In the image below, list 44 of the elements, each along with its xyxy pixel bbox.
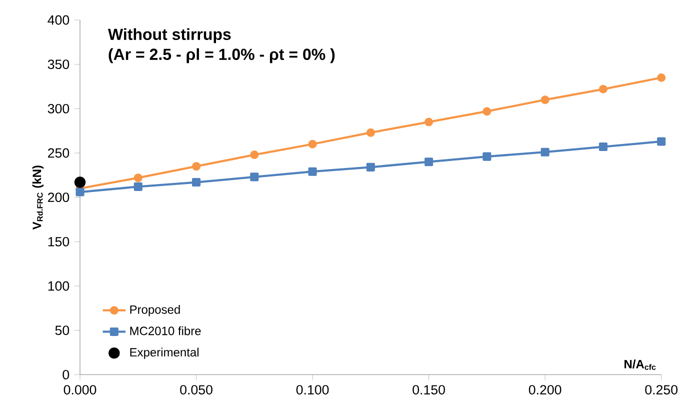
y-tick-label: 100 — [48, 281, 70, 291]
x-axis-title: N/A$_{cfc}$ — [624, 360, 656, 370]
point — [250, 150, 259, 160]
x-tick-label: 0.000 — [64, 385, 96, 395]
point — [74, 176, 86, 188]
legend-label: Experimental — [130, 348, 198, 359]
point — [657, 137, 666, 146]
y-tick-label: 300 — [48, 104, 70, 114]
point — [192, 178, 201, 187]
x-tick-label: 0.250 — [645, 385, 678, 395]
point — [482, 152, 492, 161]
point — [366, 128, 375, 137]
y-tick-label: 0 — [62, 370, 70, 380]
y-tick-label: 250 — [48, 148, 70, 158]
y-tick-label: 150 — [48, 236, 70, 246]
y-axis-title: V$_{Rd.FRC}$ (kN) — [32, 166, 44, 230]
point — [598, 142, 608, 152]
point — [134, 182, 142, 191]
point — [482, 107, 492, 116]
y-tick-label: 50 — [55, 326, 70, 336]
legend-label: Proposed — [130, 305, 180, 316]
point — [192, 162, 201, 171]
point — [424, 118, 434, 126]
x-tick-label: 0.050 — [180, 385, 212, 395]
point — [540, 148, 550, 156]
y-tick-label: 400 — [48, 15, 70, 25]
point — [424, 158, 434, 166]
point — [134, 174, 142, 182]
point — [540, 96, 550, 104]
x-tick-label: 0.200 — [528, 385, 562, 395]
point — [366, 162, 375, 172]
chart-title: Without stirrups — [108, 28, 231, 44]
point — [598, 84, 608, 94]
point — [76, 188, 84, 196]
x-tick-label: 0.100 — [296, 385, 329, 395]
legend-label: MC2010 fibre — [130, 326, 201, 336]
point — [308, 140, 317, 148]
y-tick-label: 350 — [48, 60, 70, 70]
point — [250, 172, 259, 182]
y-tick-label: 200 — [48, 192, 70, 202]
point — [308, 167, 317, 176]
text: (Ar = 2.5 - ρl = 1.0% - ρt = 0% ) — [108, 48, 335, 64]
x-tick-label: 0.150 — [412, 385, 445, 395]
point — [657, 73, 666, 82]
